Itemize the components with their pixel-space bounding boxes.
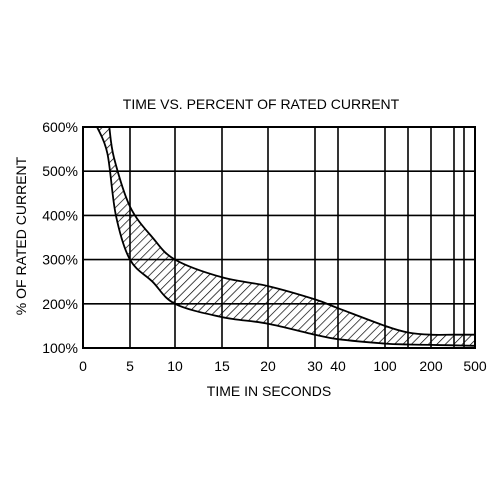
x-tick-label: 100 [373,358,397,374]
x-tick-label: 10 [167,358,183,374]
series-line-upper [108,126,475,336]
y-tick-label: 200% [42,296,78,312]
tolerance-band [97,127,475,346]
data-band [96,126,476,347]
x-tick-label: 500 [463,358,487,374]
x-tick-labels: 0 5 10 15 20 30 40 100 200 500 [79,358,487,374]
x-tick-label: 30 [307,358,323,374]
x-axis-label: TIME IN SECONDS [207,383,331,399]
y-axis-label: % OF RATED CURRENT [13,156,29,315]
series-line-lower [96,126,476,347]
x-tick-label: 20 [260,358,276,374]
y-tick-label: 600% [42,119,78,135]
x-tick-label: 40 [330,358,346,374]
y-tick-labels: 100% 200% 300% 400% 500% 600% [42,119,78,356]
chart-title: TIME VS. PERCENT OF RATED CURRENT [123,96,400,112]
y-tick-label: 300% [42,252,78,268]
grid [82,126,476,349]
y-tick-label: 100% [42,340,78,356]
x-tick-label: 200 [419,358,443,374]
x-tick-label: 0 [79,358,87,374]
y-tick-label: 500% [42,163,78,179]
plot-frame [82,126,476,349]
x-tick-label: 15 [214,358,230,374]
x-tick-label: 5 [126,358,134,374]
y-tick-label: 400% [42,207,78,223]
